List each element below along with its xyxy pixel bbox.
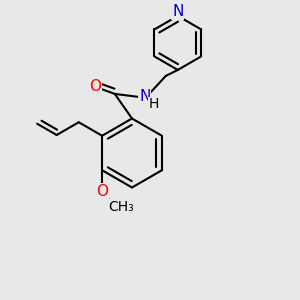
Text: N: N [172,4,184,19]
Text: CH₃: CH₃ [108,200,134,214]
Text: O: O [89,79,101,94]
Text: O: O [96,184,108,199]
Text: N: N [139,89,151,104]
Text: H: H [148,98,159,111]
